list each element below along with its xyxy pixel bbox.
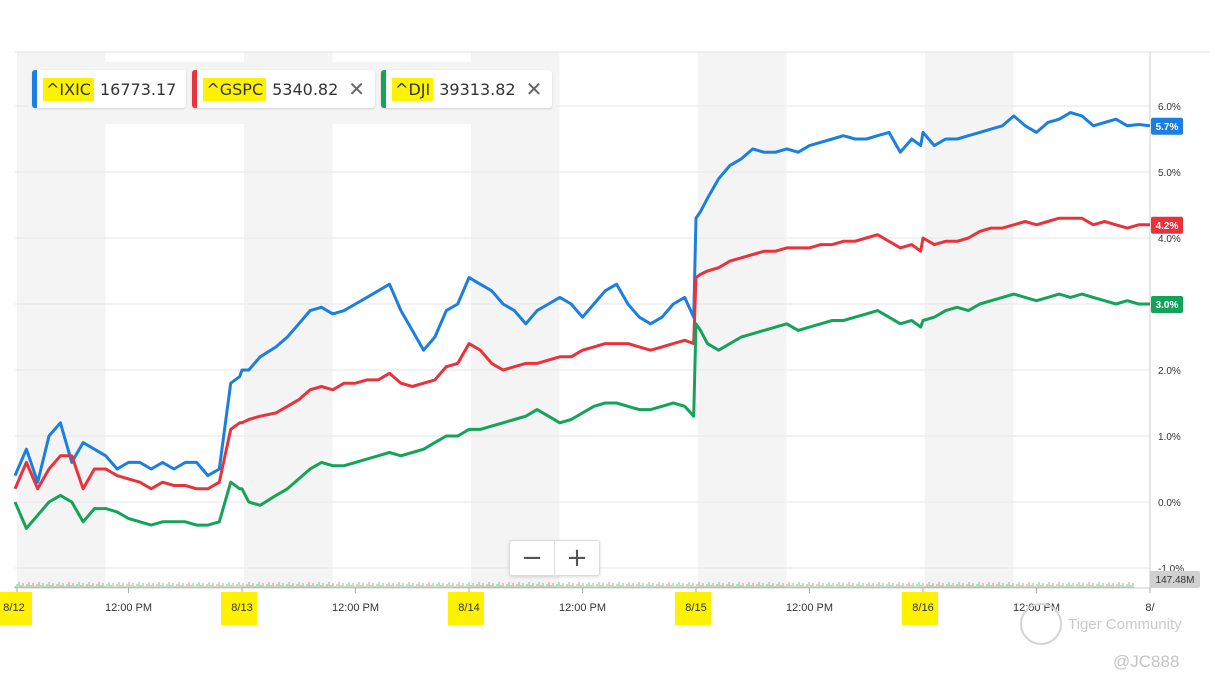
x-tick-label: 8/ [1145, 602, 1155, 614]
legend-symbol: ^GSPC [203, 77, 267, 101]
series-line [13, 111, 1151, 484]
x-tick-label: 8/13 [231, 602, 252, 614]
x-label-highlight [221, 592, 257, 625]
y-tick-label: 2.0% [1158, 366, 1181, 377]
session-band [17, 52, 106, 588]
volume-ticks [14, 582, 1134, 588]
session-band [471, 52, 560, 588]
last-value-badge [1151, 296, 1183, 313]
tiger-logo-icon [1020, 603, 1062, 645]
last-value-label: 4.2% [1156, 221, 1179, 232]
legend-symbol: ^DJI [392, 77, 434, 101]
y-tick-label: 0.0% [1158, 498, 1181, 509]
last-value-label: 5.7% [1156, 122, 1179, 133]
x-tick-label: 8/16 [912, 602, 933, 614]
series-color-swatch [32, 70, 37, 108]
y-axis: 6.0% 5.0% 4.0% 3.0% 2.0% 1.0% 0.0% -1.0% 5.7% 4.2… [1150, 102, 1200, 588]
session-bands [17, 52, 1014, 588]
legend: ^IXIC 16773.17 ^GSPC 5340.82 ✕ ^DJI 39313.82 ✕ [28, 62, 557, 124]
y-tick-label: 4.0% [1158, 234, 1181, 245]
watermark-text: Tiger Community [1068, 615, 1182, 633]
x-label-highlight [675, 592, 711, 625]
remove-series-close-icon[interactable]: ✕ [348, 77, 366, 101]
x-tick-label: 8/15 [685, 602, 706, 614]
y-tick-label: 1.0% [1158, 432, 1181, 443]
session-band [698, 52, 787, 588]
x-tick-label: 12:00 PM [559, 602, 606, 614]
watermark: Tiger Community [1020, 603, 1182, 645]
last-value-badge [1151, 216, 1183, 234]
legend-value: 39313.82 [439, 79, 516, 99]
volume-label: 147.48M [1156, 575, 1195, 586]
series-color-swatch [192, 70, 198, 108]
last-value-badge [1151, 117, 1183, 135]
x-tick-label: 8/12 [3, 602, 24, 614]
x-tick-label: 12:00 PM [786, 602, 833, 614]
volume-badge [1150, 571, 1200, 588]
legend-value: 5340.82 [272, 79, 339, 99]
session-band [244, 52, 333, 588]
legend-symbol: ^IXIC [43, 77, 94, 101]
x-tick-label: 12:00 PM [332, 602, 379, 614]
series-line [13, 216, 1150, 491]
legend-value: 16773.17 [99, 79, 177, 99]
x-axis: 8/12 12:00 PM 8/13 12:00 PM 8/14 12:00 PM 8/15… [0, 588, 1156, 625]
last-value-label: 3.0% [1156, 300, 1179, 311]
x-tick-label: 8/14 [458, 602, 479, 614]
user-tag: @JC888 [1113, 652, 1180, 671]
legend-chip[interactable]: ^DJI 39313.82 ✕ [381, 70, 553, 108]
remove-series-close-icon[interactable]: ✕ [525, 77, 543, 101]
legend-chip[interactable]: ^GSPC 5340.82 ✕ [192, 70, 376, 108]
x-label-highlight [0, 592, 32, 625]
y-tick-label: -1.0% [1158, 564, 1184, 575]
series-lines [13, 111, 1151, 530]
x-label-highlight [448, 592, 484, 625]
y-tick-label: 6.0% [1158, 102, 1181, 113]
grid-lines [15, 51, 1210, 589]
legend-chip[interactable]: ^IXIC 16773.17 [32, 70, 187, 108]
x-label-highlight [902, 592, 938, 625]
session-band [925, 52, 1014, 588]
zoom-in-button[interactable]: + [554, 541, 599, 575]
x-tick-label: 12:00 PM [105, 602, 152, 614]
zoom-out-button[interactable]: − [521, 543, 543, 573]
y-tick-label: 5.0% [1158, 168, 1181, 179]
series-line [13, 292, 1150, 530]
series-color-swatch [381, 70, 387, 108]
zoom-control: − + [509, 540, 600, 576]
